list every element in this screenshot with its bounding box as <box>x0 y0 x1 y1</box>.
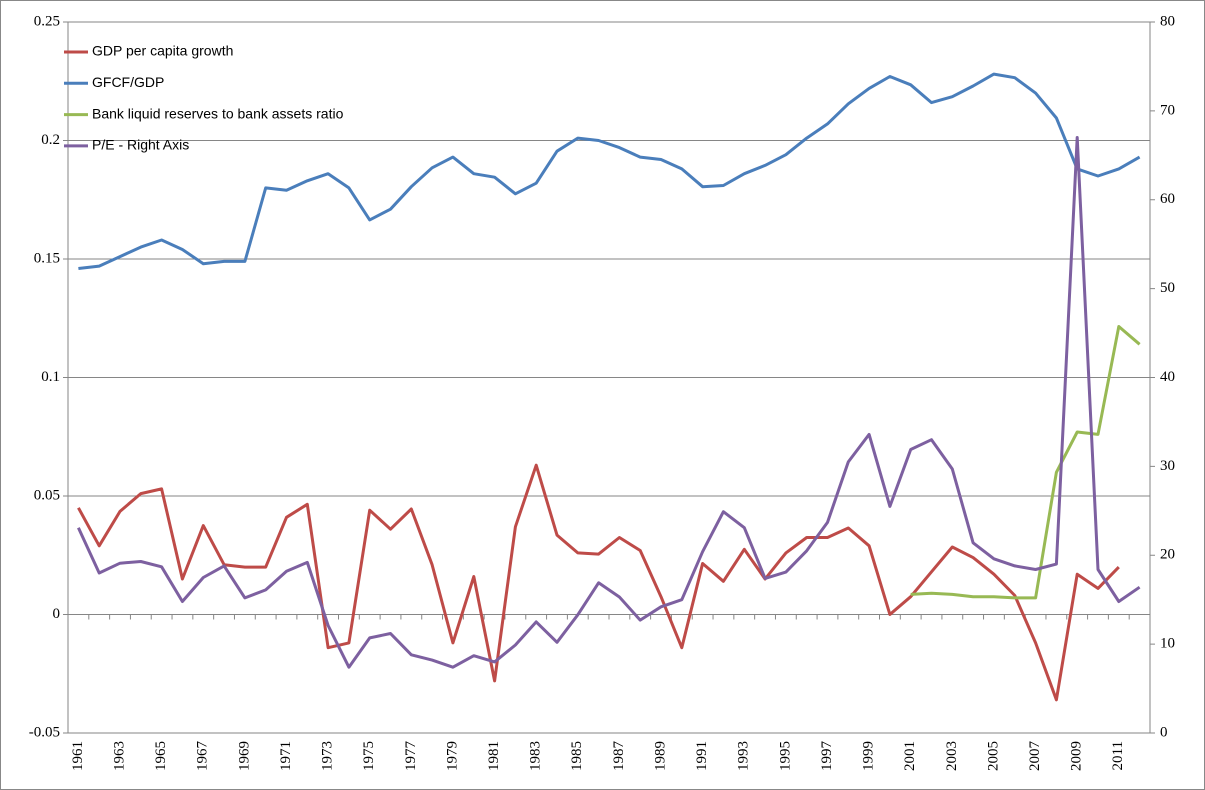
x-tick-label: 1999 <box>861 741 877 771</box>
y2-tick-label: 60 <box>1160 191 1175 207</box>
legend-label: GDP per capita growth <box>92 43 233 59</box>
x-tick-label: 1973 <box>320 741 336 771</box>
x-tick-label: 1985 <box>569 741 585 771</box>
y2-tick-label: 30 <box>1160 458 1175 474</box>
x-tick-label: 1967 <box>195 741 211 772</box>
x-tick-label: 2011 <box>1110 741 1126 770</box>
x-tick-label: 2009 <box>1069 741 1085 771</box>
x-tick-label: 1989 <box>652 741 668 771</box>
y2-tick-label: 20 <box>1160 547 1175 563</box>
y2-tick-label: 40 <box>1160 369 1175 385</box>
x-tick-label: 1997 <box>819 741 835 772</box>
y2-tick-label: 70 <box>1160 102 1175 118</box>
legend-label: P/E - Right Axis <box>92 137 189 153</box>
x-tick-label: 1987 <box>611 741 627 772</box>
x-tick-label: 2003 <box>944 741 960 771</box>
x-tick-label: 1961 <box>70 741 86 771</box>
series-line <box>78 72 1141 270</box>
y-tick-label: 0 <box>53 606 61 622</box>
x-tick-label: 1981 <box>486 741 502 771</box>
x-tick-label: 1979 <box>444 741 460 771</box>
y2-tick-label: 0 <box>1160 724 1168 740</box>
y-tick-label: 0.25 <box>34 13 60 29</box>
series-line <box>77 136 1141 669</box>
x-tick-label: 2007 <box>1027 741 1043 772</box>
y-tick-label: -0.05 <box>29 724 60 740</box>
x-tick-label: 1971 <box>278 741 294 771</box>
y-tick-label: 0.1 <box>41 369 60 385</box>
x-tick-label: 1993 <box>736 741 752 771</box>
x-tick-label: 2001 <box>902 741 918 771</box>
x-tick-label: 2005 <box>985 741 1001 771</box>
y2-tick-label: 80 <box>1160 13 1175 29</box>
x-tick-label: 1995 <box>777 741 793 771</box>
legend-label: GFCF/GDP <box>92 74 164 90</box>
x-tick-label: 1975 <box>361 741 377 771</box>
y2-tick-label: 10 <box>1160 636 1175 652</box>
series-line <box>910 325 1141 600</box>
x-tick-label: 1991 <box>694 741 710 771</box>
x-tick-label: 1965 <box>153 741 169 771</box>
y2-tick-label: 50 <box>1160 280 1175 296</box>
y-tick-label: 0.2 <box>41 132 60 148</box>
legend-label: Bank liquid reserves to bank assets rati… <box>92 105 344 121</box>
y-tick-label: 0.15 <box>34 250 60 266</box>
x-tick-label: 1983 <box>528 741 544 771</box>
series-line <box>77 463 1120 702</box>
x-tick-label: 1977 <box>403 741 419 772</box>
x-tick-label: 1963 <box>111 741 127 771</box>
y-tick-label: 0.05 <box>34 487 60 503</box>
x-tick-label: 1969 <box>236 741 252 771</box>
